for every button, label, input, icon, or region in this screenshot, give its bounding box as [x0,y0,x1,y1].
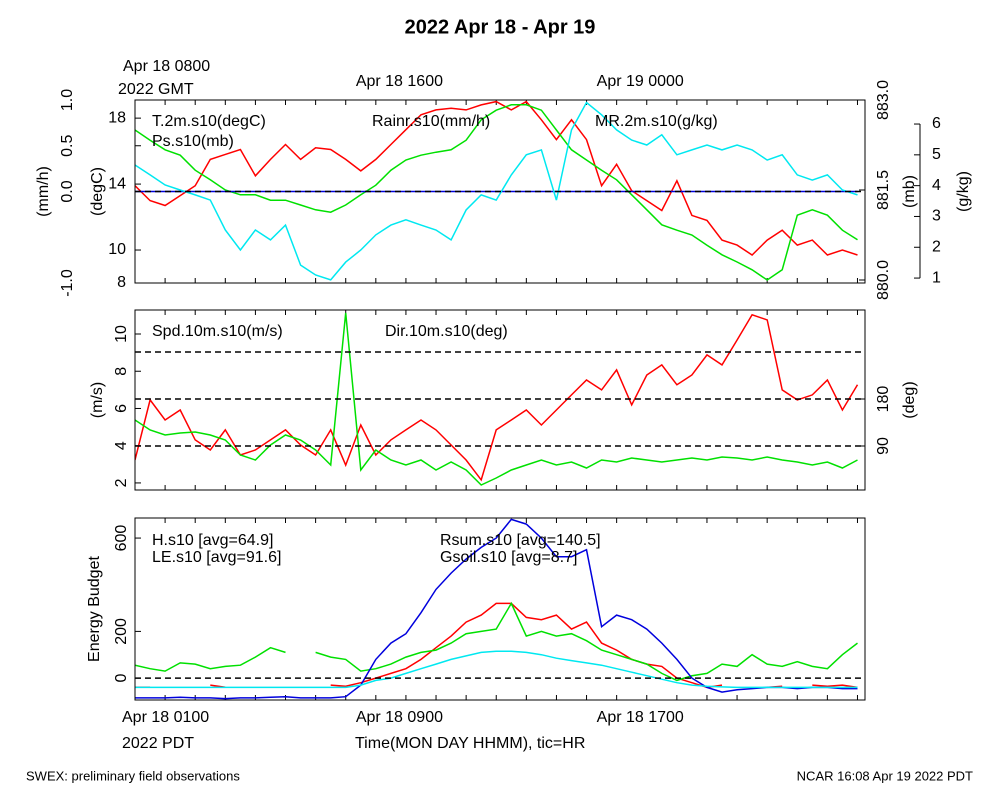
y-tick-label: 6 [932,115,941,132]
series-line [135,602,858,689]
legend-label: H.s10 [avg=64.9] [152,532,273,549]
x-tick-label: Apr 18 0900 [356,709,443,726]
legend-label: LE.s10 [avg=91.6] [152,549,281,566]
x-tick-label-top: Apr 18 1600 [356,73,443,90]
y-tick-label: 2 [932,238,941,255]
y-tick-label: 881.5 [875,170,892,210]
series-line [135,650,858,689]
y-tick-label: 90 [875,437,892,455]
y-axis-title: (deg) [901,381,918,418]
y-tick-label: -1.0 [59,269,76,297]
y-tick-label: 1 [932,269,941,286]
y-tick-label: 8 [113,367,130,376]
y-axis-title: (mb) [901,175,918,208]
y-tick-label: 600 [113,525,130,552]
plot-frame [134,99,866,284]
y-axis-title: (degC) [89,167,106,216]
series-line [135,101,858,281]
y-tick-label: 0 [113,674,130,683]
plot-frame [134,517,866,701]
x-tick-label-top: Apr 18 0800 [123,58,210,75]
x-tick-label: Apr 18 0100 [122,709,209,726]
legend-label: Ps.s10(mb) [152,133,234,150]
top-axis-note: 2022 GMT [118,81,194,98]
x-axis-title: Time(MON DAY HHMM), tic=HR [355,735,585,752]
y-tick-label: 2 [113,478,130,487]
x-tick-label-top: Apr 19 0000 [597,73,684,90]
chart-title: 2022 Apr 18 - Apr 19 [405,16,596,38]
y-tick-label: 1.0 [59,89,76,111]
y-axis-title: (mm/h) [35,166,52,217]
legend-label: Dir.10m.s10(deg) [385,323,508,340]
footer-right: NCAR 16:08 Apr 19 2022 PDT [797,768,973,783]
y-tick-label: 0.5 [59,135,76,157]
legend-label: Spd.10m.s10(m/s) [152,323,283,340]
series-line [135,313,859,482]
y-tick-label: 10 [108,241,126,258]
x-tick-label: Apr 18 1700 [597,709,684,726]
plot-frame [134,309,866,491]
legend-label: Rsum.s10 [avg=140.5] [440,532,601,549]
y-tick-label: 4 [113,441,130,450]
series-line [135,312,858,486]
footer-left: SWEX: preliminary field observations [26,768,240,783]
y-tick-label: 5 [932,146,941,163]
series-line [135,100,858,256]
legend-label: Rainr.s10(mm/h) [372,113,490,130]
series-line [135,518,858,700]
y-tick-label: 0.0 [59,180,76,202]
legend-label: MR.2m.s10(g/kg) [595,113,718,130]
y-axis-title: (m/s) [89,382,106,418]
y-tick-label: 3 [932,208,941,225]
y-tick-label: 4 [932,177,941,194]
series-line [135,104,858,281]
bottom-axis-note: 2022 PDT [122,735,194,752]
legend-label: Gsoil.s10 [avg=8.7] [440,549,577,566]
series-line [135,601,858,682]
y-tick-label: 6 [113,404,130,413]
y-tick-label: 14 [108,175,126,192]
y-tick-label: 883.0 [875,80,892,120]
y-tick-label: 10 [113,325,130,343]
y-axis-title: (g/kg) [955,171,972,212]
y-tick-label: 18 [108,109,126,126]
y-tick-label: 200 [113,618,130,645]
y-tick-label: 8 [117,274,126,291]
legend-label: T.2m.s10(degC) [152,113,266,130]
y-axis-title: Energy Budget [86,556,103,662]
y-tick-label: 180 [875,386,892,413]
y-tick-label: 880.0 [875,260,892,300]
